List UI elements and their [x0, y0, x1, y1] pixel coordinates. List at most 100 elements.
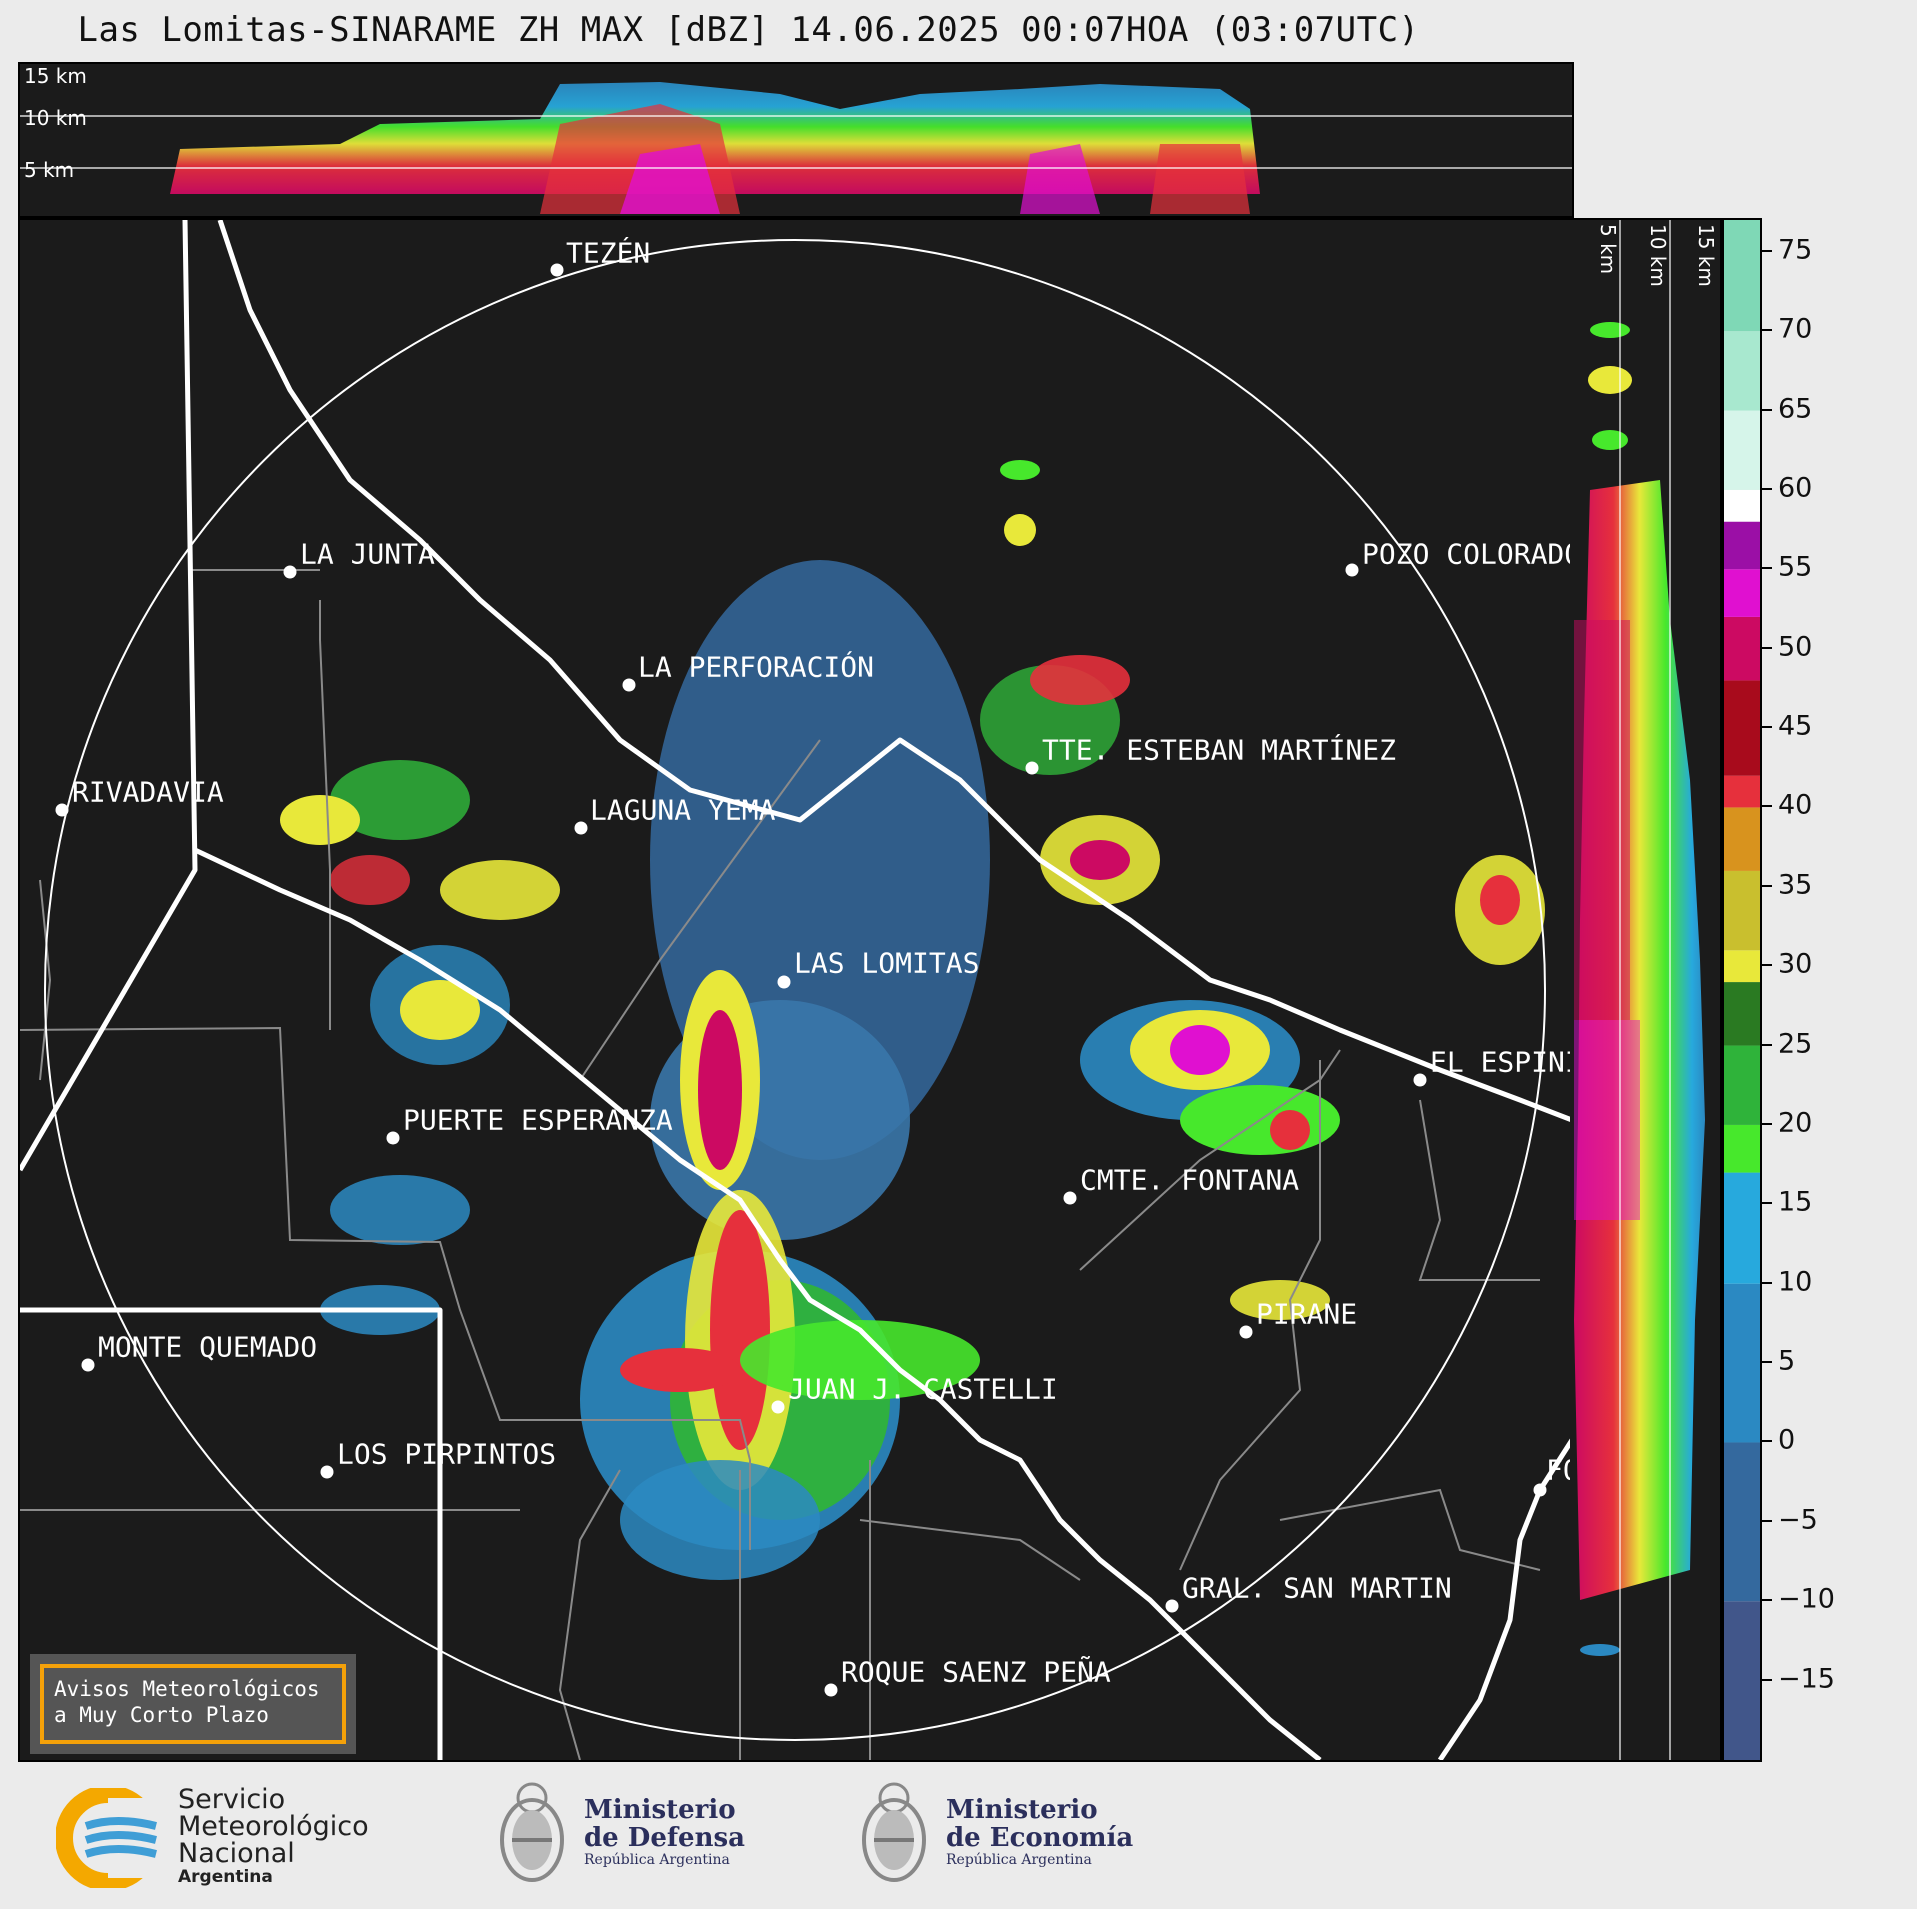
side-height-label-10: 10 km [1646, 224, 1670, 287]
city-dot-monte-quemado [81, 1358, 95, 1372]
alerts-line-2: a Muy Corto Plazo [54, 1703, 269, 1727]
colorbar-segment [1724, 870, 1760, 951]
city-dot-pozo-colorado [1345, 563, 1359, 577]
colorbar-svg [1724, 220, 1760, 1760]
colorbar-segment [1724, 1124, 1760, 1173]
smn-emblem-icon [56, 1788, 166, 1888]
colorbar-tick-label: 60 [1778, 472, 1813, 504]
defensa-line-1: Ministerio [584, 1795, 736, 1825]
side-height-label-5: 5 km [1596, 224, 1620, 275]
provincial-borders [20, 220, 1572, 1760]
colorbar-tick-label: −15 [1778, 1663, 1835, 1695]
city-dot-formosa [1533, 1483, 1547, 1497]
colorbar-segment [1724, 1601, 1760, 1760]
radar-echoes [280, 460, 1545, 1580]
colorbar-segment [1724, 680, 1760, 776]
city-dot-rivadavia [55, 803, 69, 817]
radar-svg [20, 220, 1572, 1760]
city-dot-pirane [1239, 1325, 1253, 1339]
top-height-label-10: 10 km [24, 106, 87, 130]
colorbar-tick-label: 55 [1778, 551, 1813, 583]
colorbar-tick-mark [1760, 805, 1772, 808]
city-label-la-perforacion: LA PERFORACIÓN [638, 650, 875, 684]
city-label-rivadavia: RIVADAVIA [72, 775, 224, 809]
map-title: Las Lomitas-SINARAME ZH MAX [dBZ] 14.06.… [77, 10, 1420, 50]
city-dot-juan-j-castelli [771, 1400, 785, 1414]
colorbar-tick-mark [1760, 408, 1772, 411]
colorbar-tick-mark [1760, 1440, 1772, 1443]
colorbar-tick-label: −10 [1778, 1583, 1835, 1615]
colorbar-tick-label: 45 [1778, 710, 1813, 742]
city-label-tte-esteban-martinez: TTE. ESTEBAN MARTÍNEZ [1042, 733, 1397, 767]
colorbar-segment [1724, 410, 1760, 490]
colorbar-segment [1724, 569, 1760, 617]
city-dot-el-espinillo [1413, 1073, 1427, 1087]
alerts-box[interactable]: Avisos Meteorológicos a Muy Corto Plazo [30, 1654, 356, 1754]
colorbar-tick-label: 65 [1778, 393, 1813, 424]
west-east-height-profile: 5 km 10 km 15 km [1570, 218, 1722, 1762]
colorbar-tick-label: 20 [1778, 1107, 1813, 1139]
colorbar-tick-mark [1760, 1122, 1772, 1125]
colorbar-segment [1724, 1172, 1760, 1284]
economia-line-2: de Economía [946, 1823, 1134, 1853]
north-south-height-profile: 15 km 10 km 5 km [18, 62, 1574, 218]
colorbar-segment [1724, 982, 1760, 1046]
colorbar-segment [1724, 521, 1760, 570]
colorbar-tick-mark [1760, 726, 1772, 729]
city-label-roque-saenz-pena: ROQUE SAENZ PEÑA [841, 1655, 1111, 1689]
city-label-tezen: TEZÉN [566, 236, 651, 270]
colorbar-tick-label: 25 [1778, 1028, 1813, 1060]
colorbar-tick-label: 0 [1778, 1424, 1796, 1456]
colorbar-tick-label: 5 [1778, 1345, 1796, 1377]
colorbar-tick-mark [1760, 567, 1772, 570]
city-label-cmte-fontana: CMTE. FONTANA [1080, 1163, 1300, 1197]
smn-line-4: Argentina [178, 1867, 273, 1887]
city-label-juan-j-castelli: JUAN J. CASTELLI [788, 1372, 1058, 1406]
city-dot-roque-saenz-pena [824, 1683, 838, 1697]
colorbar-tick-mark [1760, 1202, 1772, 1205]
colorbar-tick-mark [1760, 1361, 1772, 1364]
radar-map[interactable]: TEZÉN LA JUNTA POZO COLORADO LA PERFORAC… [18, 218, 1574, 1762]
colorbar-segment [1724, 1283, 1760, 1443]
colorbar-tick-label: −5 [1778, 1504, 1818, 1536]
alerts-line-1: Avisos Meteorológicos [54, 1677, 320, 1701]
colorbar-segment [1724, 1045, 1760, 1125]
top-height-label-5: 5 km [24, 158, 75, 182]
colorbar-tick-label: 30 [1778, 948, 1813, 980]
city-label-los-pirpintos: LOS PIRPINTOS [337, 1437, 557, 1471]
colorbar-segment [1724, 331, 1760, 411]
colorbar-tick-mark [1760, 1043, 1772, 1046]
city-dot-la-perforacion [622, 678, 636, 692]
city-dot-laguna-yema [574, 821, 588, 835]
city-dot-gral-san-martin [1165, 1599, 1179, 1613]
colorbar-tick-mark [1760, 329, 1772, 332]
economia-line-3: República Argentina [946, 1852, 1092, 1868]
department-borders [20, 569, 1541, 1760]
colorbar-tick-label: 10 [1778, 1266, 1813, 1298]
side-height-label-15: 15 km [1694, 224, 1718, 287]
coat-of-arms-icon [862, 1782, 926, 1882]
colorbar-tick-label: 35 [1778, 869, 1813, 901]
city-dot-las-lomitas [777, 975, 791, 989]
city-label-laguna-yema: LAGUNA YEMA [590, 793, 776, 827]
side-profile-svg [1574, 220, 1705, 1760]
city-label-puerte-esperanza: PUERTE ESPERANZA [403, 1103, 673, 1137]
city-dot-la-junta [283, 565, 297, 579]
city-label-pirane: PIRANE [1256, 1297, 1358, 1331]
colorbar-tick-mark [1760, 884, 1772, 887]
colorbar-segment [1724, 1442, 1760, 1602]
city-label-formosa: FORMOSA [1546, 1453, 1572, 1487]
colorbar-segment [1724, 489, 1760, 522]
city-label-el-espinillo: EL ESPINILLO [1430, 1045, 1572, 1079]
city-dot-tezen [550, 263, 564, 277]
radar-range-ring [44, 239, 1546, 1741]
colorbar-segment [1724, 807, 1760, 871]
colorbar-tick-label: 75 [1778, 234, 1813, 266]
colorbar-tick-mark [1760, 1678, 1772, 1681]
colorbar-tick-mark [1760, 1599, 1772, 1602]
city-dot-cmte-fontana [1063, 1191, 1077, 1205]
colorbar-segment [1724, 220, 1760, 332]
colorbar-segment [1724, 616, 1760, 681]
smn-line-1: Servicio [178, 1784, 286, 1815]
defensa-line-2: de Defensa [584, 1823, 745, 1853]
